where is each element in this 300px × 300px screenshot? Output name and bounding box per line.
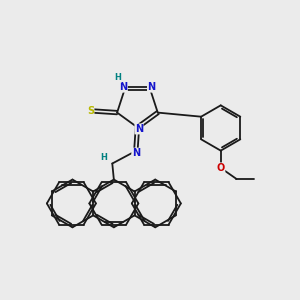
Text: O: O	[217, 163, 225, 173]
Text: N: N	[119, 82, 128, 92]
Text: N: N	[135, 124, 143, 134]
Text: S: S	[87, 106, 94, 116]
Text: N: N	[132, 148, 140, 158]
Text: H: H	[100, 153, 107, 162]
Text: H: H	[115, 73, 122, 82]
Text: N: N	[148, 82, 156, 92]
